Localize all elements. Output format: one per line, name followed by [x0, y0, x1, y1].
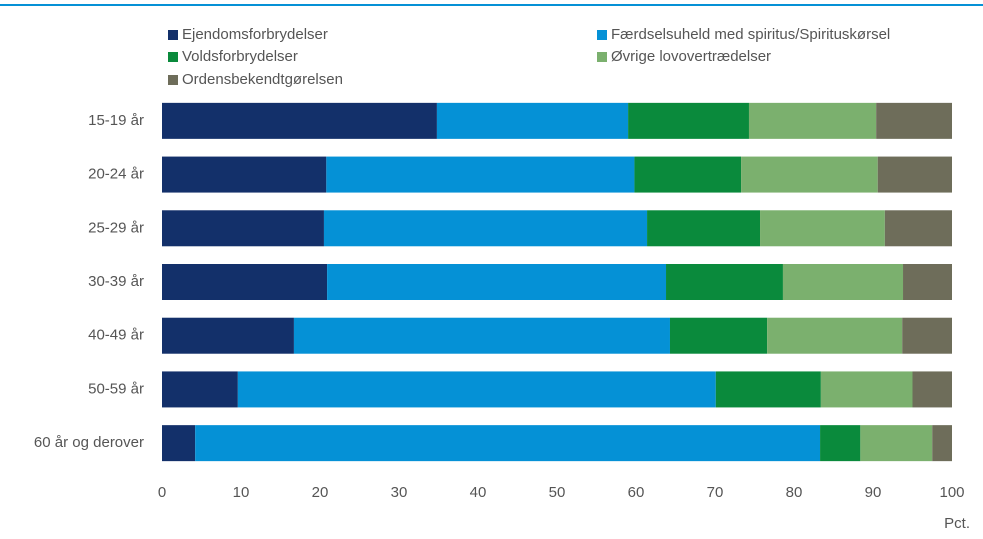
x-tick-label: 60 — [628, 484, 645, 501]
bar-segment — [162, 102, 437, 139]
bar-segment — [903, 264, 952, 300]
bar-segment — [628, 102, 749, 139]
bar-segment — [860, 425, 933, 462]
bar-segment — [326, 156, 635, 193]
legend-label: Færdselsuheld med spiritus/Spirituskørse… — [611, 26, 890, 43]
bar-segment — [666, 264, 783, 300]
y-tick-label: 40-49 år — [88, 327, 144, 344]
bar-segment — [715, 371, 821, 408]
x-tick-label: 10 — [233, 484, 250, 501]
top-rule — [0, 4, 983, 6]
bar-segment — [293, 317, 670, 354]
bar-segment — [877, 156, 952, 193]
legend-label: Ordensbekendtgørelsen — [182, 71, 343, 88]
legend-swatch — [597, 30, 607, 40]
y-tick-label: 50-59 år — [88, 380, 144, 397]
x-tick-label: 40 — [470, 484, 487, 501]
y-tick-label: 15-19 år — [88, 112, 144, 129]
legend-label: Øvrige lovovertrædelser — [611, 48, 771, 65]
bar-segment — [932, 425, 952, 462]
bar-segment — [436, 102, 629, 139]
bar-segment — [820, 371, 913, 408]
bar-segment — [876, 102, 952, 139]
bar-segment — [162, 264, 328, 300]
bar-segment — [162, 156, 327, 193]
x-tick-label: 50 — [549, 484, 566, 501]
bar-segment — [162, 317, 294, 354]
y-tick-label: 30-39 år — [88, 273, 144, 290]
bar-segment — [647, 210, 761, 247]
bar-segment — [782, 264, 904, 300]
y-tick-label: 60 år og derover — [34, 434, 144, 451]
x-tick-label: 90 — [865, 484, 882, 501]
legend-swatch — [168, 52, 178, 62]
bar-segment — [741, 156, 878, 193]
x-tick-label: 30 — [391, 484, 408, 501]
x-tick-label: 80 — [786, 484, 803, 501]
bar-segment — [760, 210, 885, 247]
x-unit: Pct. — [944, 515, 970, 532]
x-tick-label: 20 — [312, 484, 329, 501]
bar-segment — [669, 317, 768, 354]
x-tick-label: 0 — [158, 484, 166, 501]
x-tick-label: 70 — [707, 484, 724, 501]
bar-segment — [327, 264, 667, 300]
bar-segment — [323, 210, 648, 247]
bar-segment — [912, 371, 952, 408]
legend-label: Voldsforbrydelser — [182, 48, 298, 65]
bar-segment — [162, 371, 238, 408]
bar-segment — [634, 156, 742, 193]
x-tick-label: 100 — [939, 484, 964, 501]
bar-segment — [902, 317, 952, 354]
bar-segment — [195, 425, 821, 462]
legend-swatch — [597, 52, 607, 62]
bar-segment — [884, 210, 952, 247]
legend-label: Ejendomsforbrydelser — [182, 26, 328, 43]
bar-segment — [237, 371, 716, 408]
legend-swatch — [168, 75, 178, 85]
bar-segment — [162, 210, 324, 247]
bar-segment — [748, 102, 877, 139]
y-tick-label: 20-24 år — [88, 166, 144, 183]
legend-swatch — [168, 30, 178, 40]
bar-segment — [162, 425, 196, 462]
y-tick-label: 25-29 år — [88, 219, 144, 236]
bar-segment — [820, 425, 861, 462]
bar-segment — [767, 317, 903, 354]
